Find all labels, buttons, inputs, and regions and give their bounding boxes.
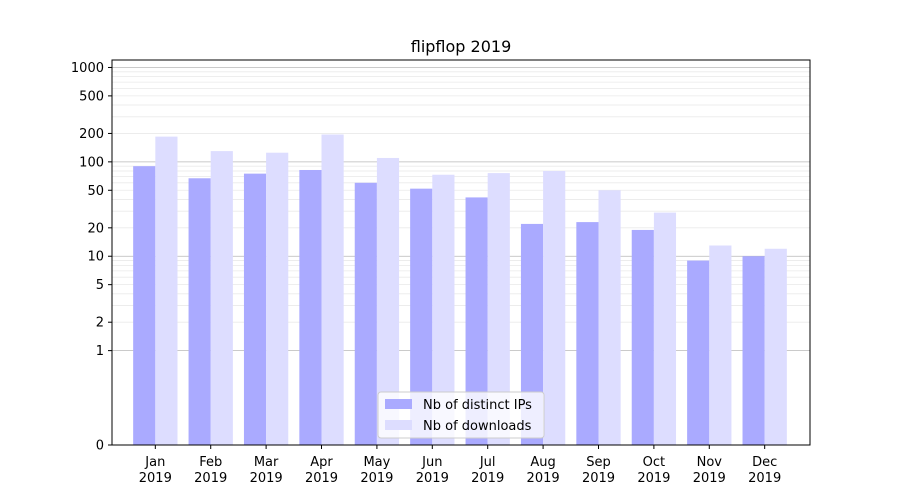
bar-distinct-ips — [687, 260, 710, 445]
bar-distinct-ips — [410, 188, 433, 445]
bar-downloads — [598, 190, 621, 445]
legend: Nb of distinct IPs Nb of downloads — [377, 391, 545, 439]
bar-downloads — [543, 171, 566, 446]
x-tick-label-month: Apr — [310, 455, 333, 470]
x-tick-label-year: 2019 — [693, 471, 726, 486]
x-tick-label-year: 2019 — [416, 471, 449, 486]
x-tick-label-month: Jul — [479, 455, 496, 470]
x-tick-label-year: 2019 — [360, 471, 393, 486]
bar-downloads — [210, 151, 233, 446]
bar-downloads — [155, 136, 178, 445]
bar-downloads — [764, 248, 787, 445]
x-tick-label-year: 2019 — [582, 471, 615, 486]
plot-frame — [111, 59, 811, 446]
x-tick-label-month: Sep — [586, 455, 611, 470]
y-tick-label: 20 — [87, 221, 104, 236]
legend-label: Nb of downloads — [423, 419, 532, 434]
x-tick-label-month: Oct — [643, 455, 665, 470]
x-tick-label-month: Jun — [421, 455, 442, 470]
y-tick-label: 10 — [87, 250, 104, 265]
bar-downloads — [432, 174, 455, 445]
bar-distinct-ips — [243, 173, 267, 446]
x-tick-label-year: 2019 — [194, 471, 227, 486]
bar-downloads — [376, 157, 400, 445]
x-tick-label-year: 2019 — [637, 471, 670, 486]
bar-downloads — [653, 212, 677, 445]
legend-swatch — [385, 399, 412, 409]
y-tick-label: 200 — [79, 127, 104, 142]
y-tick-label: 1 — [96, 344, 104, 359]
bars-layer — [133, 134, 787, 446]
chart-title: flipflop 2019 — [411, 37, 512, 56]
x-tick-label-year: 2019 — [139, 471, 172, 486]
x-tick-label-month: Nov — [697, 455, 723, 470]
bar-distinct-ips — [742, 256, 765, 445]
bar-distinct-ips — [520, 223, 544, 445]
bar-downloads — [709, 245, 732, 445]
y-tick-label: 100 — [79, 155, 104, 170]
x-axis: Jan2019Feb2019Mar2019Apr2019May2019Jun20… — [139, 445, 781, 486]
bar-distinct-ips — [354, 182, 377, 445]
x-tick-label-year: 2019 — [748, 471, 781, 486]
x-tick-label-month: Mar — [254, 455, 279, 470]
y-tick-label: 5 — [96, 278, 104, 293]
bar-distinct-ips — [188, 178, 211, 445]
y-tick-label: 500 — [79, 89, 104, 104]
y-tick-label: 2 — [96, 316, 104, 331]
legend-box — [377, 391, 545, 439]
x-tick-label-year: 2019 — [250, 471, 283, 486]
x-tick-label-year: 2019 — [471, 471, 504, 486]
legend-swatch — [385, 420, 412, 430]
x-tick-label-year: 2019 — [527, 471, 560, 486]
x-tick-label-month: Aug — [530, 455, 555, 470]
x-tick-label-month: Jan — [144, 455, 165, 470]
y-tick-label: 0 — [96, 439, 104, 454]
y-tick-label: 1000 — [71, 61, 104, 76]
y-tick-label: 50 — [87, 184, 104, 199]
bar-distinct-ips — [576, 222, 599, 445]
bar-downloads — [487, 173, 510, 446]
legend-label: Nb of distinct IPs — [423, 398, 532, 413]
bar-downloads — [266, 152, 289, 445]
y-axis: 0 1 2 5 10 20 50 100 200 500 1000 — [71, 61, 112, 454]
x-tick-label-month: Dec — [752, 455, 777, 470]
bar-distinct-ips — [133, 166, 156, 445]
bar-downloads — [321, 134, 344, 445]
x-tick-label-year: 2019 — [305, 471, 338, 486]
bar-distinct-ips — [631, 229, 654, 445]
bar-distinct-ips — [299, 169, 322, 446]
x-tick-label-month: May — [363, 455, 390, 470]
x-tick-label-month: Feb — [199, 455, 222, 470]
bar-distinct-ips — [465, 197, 488, 445]
